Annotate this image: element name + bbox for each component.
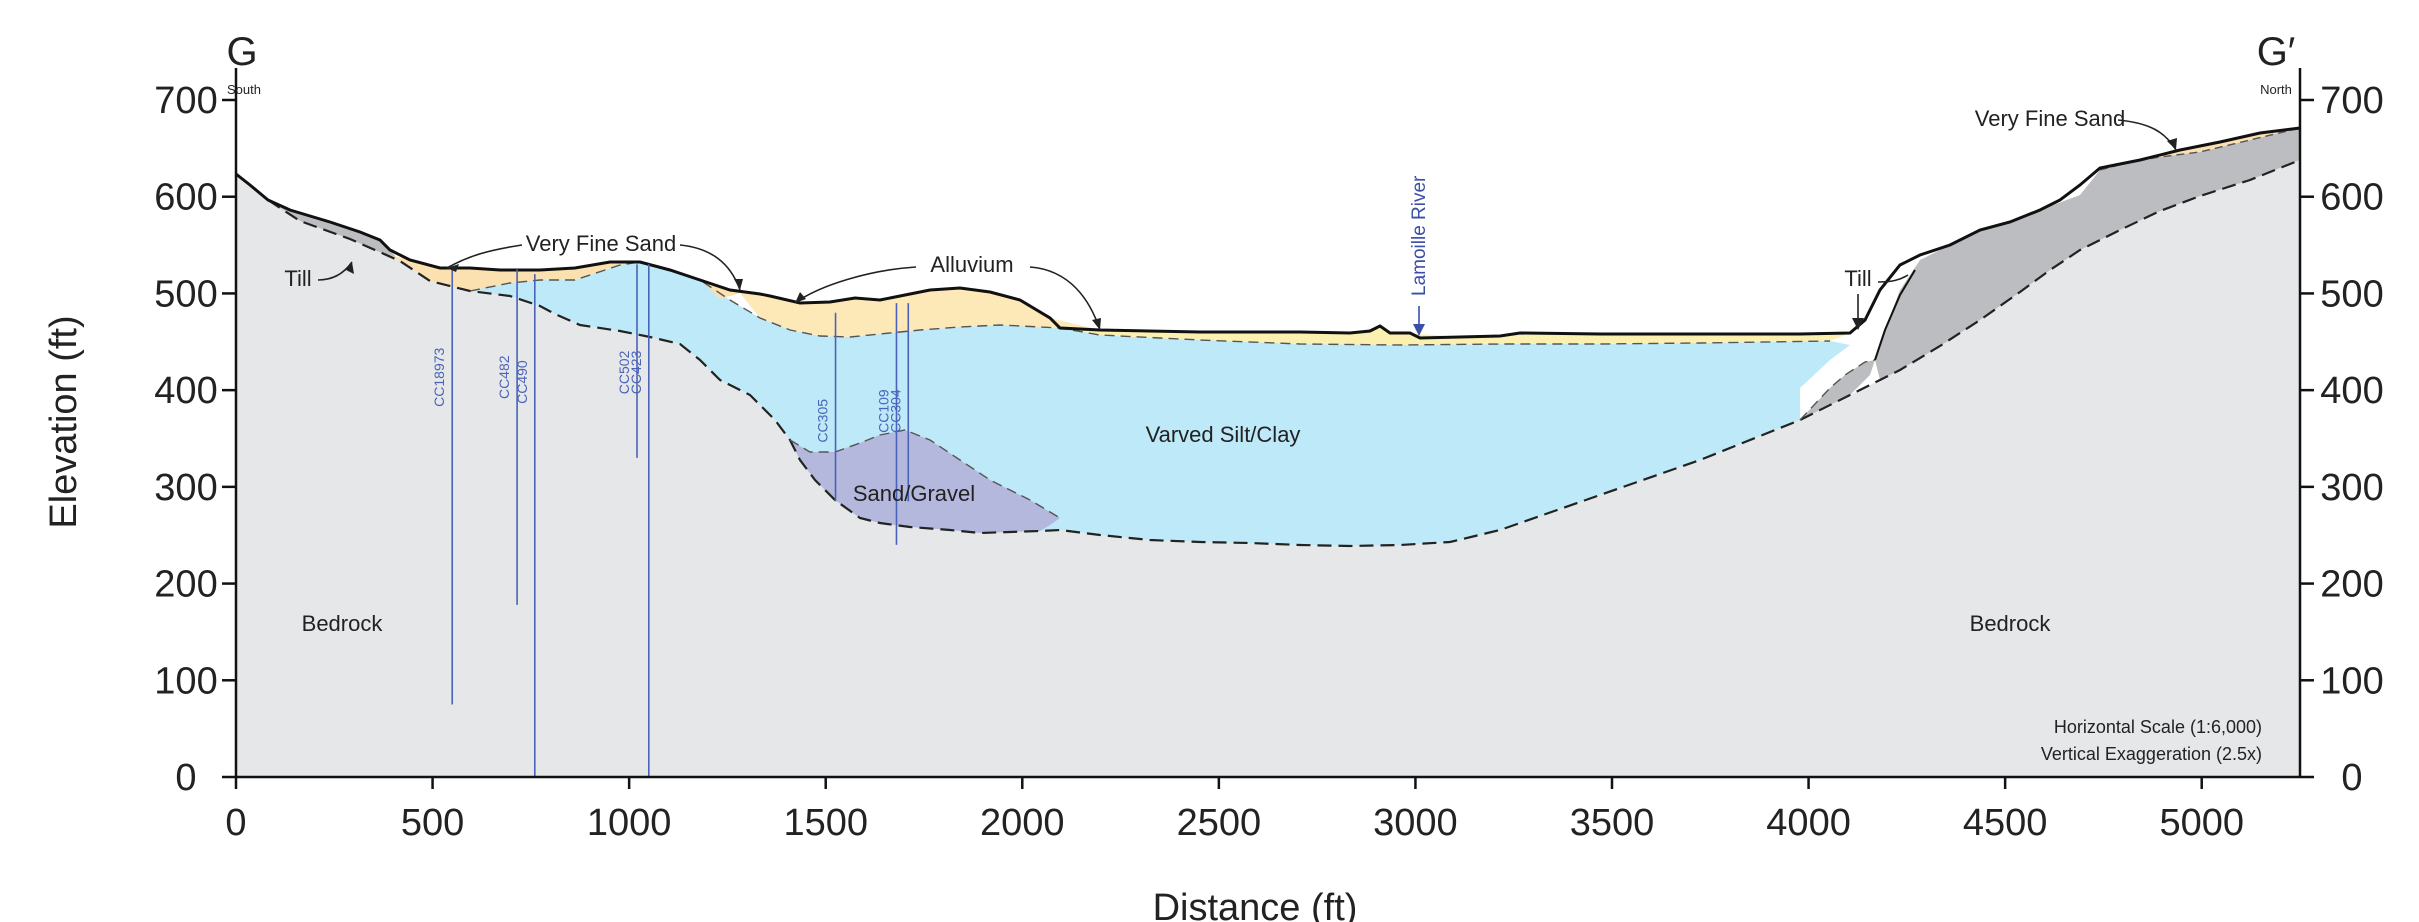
label-bedrock-right: Bedrock — [1970, 611, 2052, 636]
x-tick-label: 1000 — [587, 802, 672, 844]
y-tick-label-right: 500 — [2320, 273, 2383, 315]
x-tick-label: 5000 — [2159, 802, 2244, 844]
x-tick-label: 0 — [225, 802, 246, 844]
x-tick-label: 2000 — [980, 802, 1065, 844]
label-very-fine-sand-right: Very Fine Sand — [1975, 106, 2125, 131]
x-tick-label: 4000 — [1766, 802, 1851, 844]
y-tick-label-left: 0 — [175, 757, 196, 799]
y-tick-label-left: 200 — [154, 564, 217, 606]
x-tick-label: 3000 — [1373, 802, 1458, 844]
x-tick-label: 1500 — [783, 802, 868, 844]
y-tick-label-right: 0 — [2341, 757, 2362, 799]
borehole-label: CC305 — [815, 399, 831, 443]
y-tick-label-left: 100 — [154, 660, 217, 702]
y-tick-label-left: 300 — [154, 467, 217, 509]
arrowhead — [795, 292, 806, 303]
section-label-left: G — [226, 30, 257, 74]
section-direction-left: South — [227, 82, 261, 97]
y-axis-label: Elevation (ft) — [43, 315, 85, 528]
y-ticks-left: 0 100 200 300 400 500 600 700 — [154, 80, 236, 799]
borehole-label: CC423 — [628, 350, 644, 394]
scale-vertical: Vertical Exaggeration (2.5x) — [2041, 744, 2262, 764]
section-label-right: G′ — [2257, 30, 2296, 74]
x-axis-label: Distance (ft) — [1153, 887, 1358, 922]
borehole-label: CC490 — [514, 360, 530, 404]
label-alluvium: Alluvium — [930, 252, 1013, 277]
y-tick-label-left: 600 — [154, 177, 217, 219]
borehole-label: CC304 — [887, 389, 903, 433]
x-tick-label: 2500 — [1177, 802, 1262, 844]
y-tick-label-right: 200 — [2320, 564, 2383, 606]
borehole-label: CC482 — [496, 355, 512, 399]
y-tick-label-right: 600 — [2320, 177, 2383, 219]
label-bedrock-left: Bedrock — [302, 611, 384, 636]
x-ticks: 0 500 1000 1500 2000 2500 3000 3500 4000 4500 5000 — [225, 777, 2244, 844]
y-tick-label-right: 400 — [2320, 370, 2383, 412]
y-tick-label-right: 100 — [2320, 660, 2383, 702]
label-very-fine-sand-left: Very Fine Sand — [526, 231, 676, 256]
scale-horizontal: Horizontal Scale (1:6,000) — [2054, 717, 2262, 737]
label-lamoille-river: Lamoille River — [1409, 175, 1430, 296]
y-tick-label-left: 400 — [154, 370, 217, 412]
arrowhead — [734, 279, 743, 290]
x-tick-label: 500 — [401, 802, 464, 844]
y-tick-label-right: 700 — [2320, 80, 2383, 122]
y-tick-label-right: 300 — [2320, 467, 2383, 509]
leader-vfs-right — [2118, 120, 2176, 150]
borehole-label: CC18973 — [431, 347, 447, 406]
section-direction-right: North — [2260, 82, 2292, 97]
geologic-units — [236, 128, 2300, 777]
x-tick-label: 3500 — [1570, 802, 1655, 844]
y-tick-label-left: 700 — [154, 80, 217, 122]
label-till-left: Till — [284, 266, 311, 291]
x-tick-label: 4500 — [1963, 802, 2048, 844]
y-tick-label-left: 500 — [154, 273, 217, 315]
label-sand-gravel: Sand/Gravel — [853, 481, 975, 506]
label-till-right: Till — [1844, 266, 1871, 291]
y-ticks-right: 0 100 200 300 400 500 600 700 — [2300, 80, 2384, 799]
label-varved-silt-clay: Varved Silt/Clay — [1146, 422, 1301, 447]
